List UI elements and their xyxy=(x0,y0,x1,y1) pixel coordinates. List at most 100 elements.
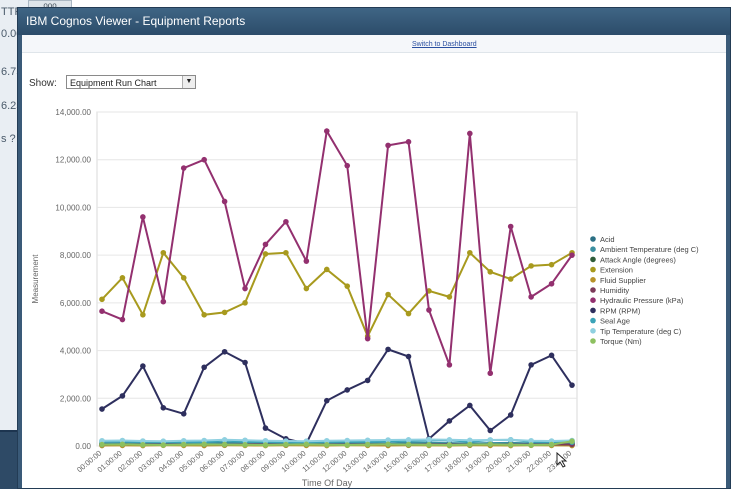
data-point xyxy=(140,214,146,220)
data-point xyxy=(549,262,555,268)
data-point xyxy=(324,398,330,404)
legend-marker xyxy=(590,297,596,303)
data-point xyxy=(222,310,228,316)
data-point xyxy=(344,387,350,393)
data-point xyxy=(549,353,555,359)
data-point xyxy=(447,437,453,443)
legend-marker xyxy=(590,257,596,263)
data-point xyxy=(365,336,371,342)
mouse-cursor-icon xyxy=(556,452,568,468)
data-point xyxy=(242,286,248,292)
data-point xyxy=(120,442,126,448)
data-point xyxy=(140,442,146,448)
data-point xyxy=(406,139,412,145)
legend-label: Humidity xyxy=(600,286,629,295)
data-point xyxy=(242,300,248,306)
data-point xyxy=(324,442,330,448)
data-point xyxy=(99,308,105,314)
data-point xyxy=(283,442,289,448)
y-axis-title: Measurement xyxy=(31,254,40,304)
data-point xyxy=(569,382,575,388)
data-point xyxy=(344,283,350,289)
data-point xyxy=(201,442,207,448)
data-point xyxy=(120,393,126,399)
data-point xyxy=(447,294,453,300)
data-point xyxy=(406,437,412,443)
data-point xyxy=(406,311,412,317)
data-point xyxy=(140,363,146,369)
data-point xyxy=(487,442,493,448)
data-point xyxy=(161,405,167,411)
data-point xyxy=(161,442,167,448)
legend-marker xyxy=(590,277,596,283)
data-point xyxy=(161,299,167,305)
data-point xyxy=(222,199,228,205)
data-point xyxy=(181,442,187,448)
data-point xyxy=(222,442,228,448)
data-point xyxy=(385,292,391,298)
data-point xyxy=(406,442,412,448)
data-point xyxy=(426,437,432,443)
data-point xyxy=(528,442,534,448)
data-point xyxy=(467,403,473,409)
data-point xyxy=(99,442,105,448)
data-point xyxy=(263,442,269,448)
data-point xyxy=(467,250,473,256)
y-tick-label: 14,000.00 xyxy=(55,108,91,117)
data-point xyxy=(467,442,473,448)
y-tick-label: 12,000.00 xyxy=(55,156,91,165)
data-point xyxy=(120,317,126,323)
data-point xyxy=(487,428,493,434)
legend-label: Fluid Supplier xyxy=(600,276,646,285)
data-point xyxy=(549,442,555,448)
data-point xyxy=(528,294,534,300)
data-point xyxy=(528,263,534,269)
data-point xyxy=(181,411,187,417)
legend-marker xyxy=(590,318,596,324)
y-tick-label: 4,000.00 xyxy=(60,347,92,356)
data-point xyxy=(569,252,575,258)
data-point xyxy=(406,354,412,360)
data-point xyxy=(528,362,534,368)
data-point xyxy=(508,224,514,230)
legend-label: RPM (RPM) xyxy=(600,306,641,315)
y-tick-label: 8,000.00 xyxy=(60,251,92,260)
data-point xyxy=(508,276,514,282)
cognos-viewer-window: IBM Cognos Viewer - Equipment Reports Sw… xyxy=(17,7,731,489)
data-point xyxy=(99,406,105,412)
legend-label: Acid xyxy=(600,235,615,244)
data-point xyxy=(283,250,289,256)
data-point xyxy=(344,163,350,169)
data-point xyxy=(222,437,228,443)
data-point xyxy=(508,437,514,443)
legend-marker xyxy=(590,267,596,273)
legend-marker xyxy=(590,338,596,344)
data-point xyxy=(508,412,514,418)
data-point xyxy=(201,157,207,163)
data-point xyxy=(365,442,371,448)
data-point xyxy=(263,251,269,257)
legend-label: Tip Temperature (deg C) xyxy=(600,327,682,336)
data-point xyxy=(181,165,187,171)
window-title[interactable]: IBM Cognos Viewer - Equipment Reports xyxy=(18,8,730,35)
legend-marker xyxy=(590,246,596,252)
data-point xyxy=(304,258,310,264)
data-point xyxy=(467,131,473,137)
data-point xyxy=(201,312,207,318)
data-point xyxy=(201,364,207,370)
data-point xyxy=(324,128,330,134)
legend-marker xyxy=(590,287,596,293)
data-point xyxy=(99,296,105,302)
data-point xyxy=(385,442,391,448)
data-point xyxy=(344,442,350,448)
y-tick-label: 6,000.00 xyxy=(60,299,92,308)
data-point xyxy=(263,425,269,431)
y-tick-label: 0.00 xyxy=(75,442,91,451)
equipment-run-chart: 0.002,000.004,000.006,000.008,000.0010,0… xyxy=(22,35,726,488)
data-point xyxy=(365,378,371,384)
data-point xyxy=(263,242,269,248)
legend-label: Attack Angle (degrees) xyxy=(600,255,676,264)
data-point xyxy=(385,143,391,149)
data-point xyxy=(120,275,126,281)
data-point xyxy=(447,362,453,368)
